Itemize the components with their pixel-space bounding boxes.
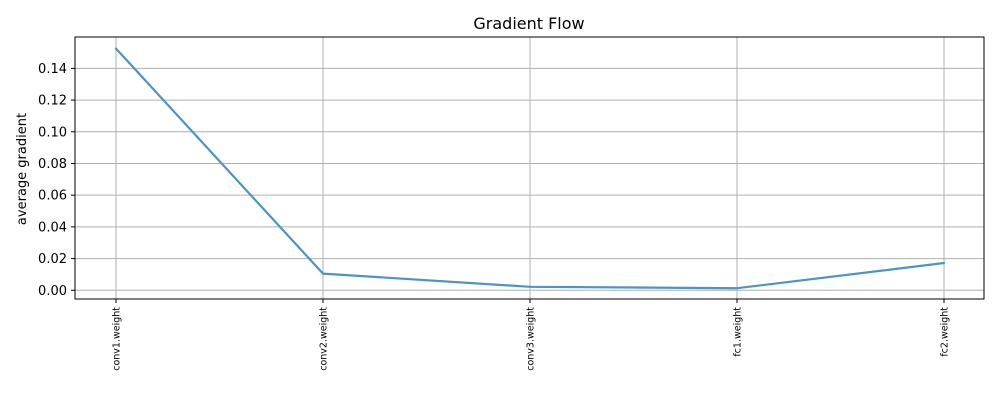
- plot-frame: [74, 36, 985, 300]
- y-tick-label: 0.04: [38, 220, 67, 235]
- axis-ticks: [71, 67, 945, 303]
- x-tick-label: conv1.weight: [112, 307, 123, 371]
- x-tick-label: conv3.weight: [526, 307, 537, 371]
- y-tick-label: 0.06: [38, 189, 67, 204]
- grid-lines: [75, 37, 984, 299]
- y-tick-labels: 0.00 0.02 0.04 0.06 0.08 0.10 0.12 0.14: [38, 62, 67, 299]
- y-tick-label: 0.10: [38, 125, 67, 140]
- y-tick-label: 0.12: [38, 94, 67, 109]
- x-tick-label: fc2.weight: [940, 307, 951, 357]
- gradient-series-line: [114, 47, 946, 290]
- y-tick-label: 0.02: [38, 252, 67, 267]
- x-tick-label: fc1.weight: [733, 307, 744, 357]
- y-tick-label: 0.14: [38, 62, 67, 77]
- y-axis-label: average gradient: [15, 113, 30, 225]
- y-tick-label: 0.08: [38, 157, 67, 172]
- y-tick-label: 0.00: [38, 284, 67, 299]
- chart-title: Gradient Flow: [473, 14, 584, 33]
- x-tick-labels: conv1.weight conv2.weight conv3.weight fc1.…: [112, 307, 951, 371]
- x-tick-label: conv2.weight: [319, 307, 330, 371]
